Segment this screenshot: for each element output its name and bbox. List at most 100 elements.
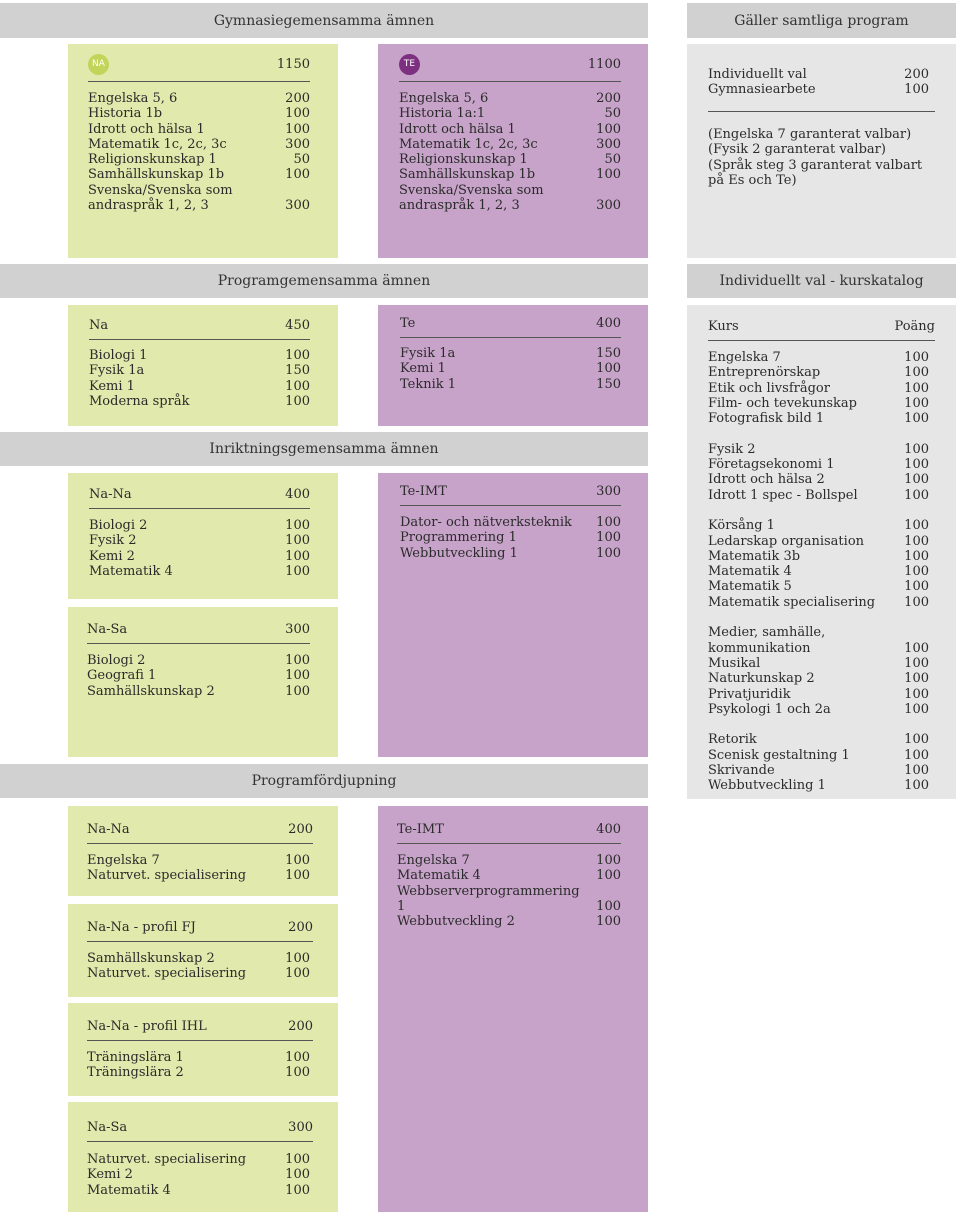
ford-ihl-rows: Träningslära 1 100 Träningslära 2 100: [87, 1050, 310, 1081]
course-row: Träningslära 1 100: [87, 1050, 310, 1065]
course-points: 100: [904, 457, 929, 473]
course-points: 100: [596, 868, 621, 884]
course-name: Körsång 1: [708, 518, 775, 534]
course-points: 100: [285, 167, 310, 183]
course-name: Naturvet. specialisering: [87, 868, 247, 884]
course-points: 100: [285, 853, 310, 868]
course-name: Kemi 1: [89, 378, 135, 394]
course-name: Entreprenörskap: [708, 365, 821, 381]
course-points: 100: [285, 121, 310, 137]
course-points: 100: [285, 1167, 310, 1183]
course-points: 100: [904, 518, 929, 534]
course-points: 100: [285, 966, 310, 982]
prog-na-total: 450: [285, 318, 310, 333]
inr-teimt-title: Te-IMT: [400, 484, 447, 499]
course-row: Fysik 1a 150: [400, 346, 621, 361]
course-name: Kemi 1: [400, 361, 446, 377]
course-name: Engelska 7: [708, 350, 781, 365]
course-row: Programmering 1 100: [400, 530, 621, 545]
course-points: 100: [904, 472, 929, 488]
prog-te-box: Te 400 Fysik 1a 150 Kemi 1 100 Teknik 1 150: [378, 305, 648, 426]
course-name: Musikal: [708, 655, 761, 671]
group-gap: [708, 426, 929, 441]
course-name: Träningslära 2: [87, 1065, 184, 1081]
gym-te-total: 1100: [587, 56, 621, 72]
course-name: Retorik: [708, 732, 757, 748]
course-points: 100: [285, 1050, 310, 1065]
gym-na-total: 1150: [276, 56, 310, 72]
galler-rows: Individuellt val 200 Gymnasiearbete 100: [708, 67, 929, 98]
course-name: kommunikation: [708, 640, 811, 656]
prog-te-rows: Fysik 1a 150 Kemi 1 100 Teknik 1 150: [400, 346, 621, 392]
course-points: 100: [596, 898, 621, 914]
course-name: andraspråk 1, 2, 3: [399, 198, 520, 214]
course-row: Naturvet. specialisering 100: [87, 868, 310, 883]
heading-programgemensamma: Programgemensamma ämnen: [0, 264, 648, 298]
course-name: andraspråk 1, 2, 3: [88, 198, 209, 214]
course-points: 100: [904, 533, 929, 549]
course-row: Kemi 1 100: [89, 379, 310, 394]
ford-nana-box: Na-Na 200 Engelska 7 100 Naturvet. special…: [68, 806, 338, 896]
course-points: 100: [285, 683, 310, 699]
prog-te-header: Te 400: [400, 316, 621, 339]
ford-nana-title: Na-Na: [87, 822, 130, 837]
course-name: Biologi 1: [89, 348, 148, 363]
inr-nana-rows: Biologi 2 100 Fysik 2 100 Kemi 2 100 Matematik…: [89, 518, 310, 579]
ford-teimt-box: Te-IMT 400 Engelska 7 100 Matematik 4 100 We…: [378, 806, 648, 1212]
course-points: 100: [904, 411, 929, 427]
course-points: 100: [285, 1065, 310, 1081]
course-name: Fysik 1a: [89, 363, 145, 379]
course-points: 100: [904, 640, 929, 656]
course-points: 100: [285, 106, 310, 122]
course-row: Fysik 2 100: [708, 442, 929, 457]
course-row: Ledarskap organisation 100: [708, 534, 929, 549]
ford-fj-box: Na-Na - profil FJ 200 Samhällskunskap 2 1…: [68, 904, 338, 997]
course-points: 100: [596, 121, 621, 137]
course-points: 100: [904, 548, 929, 564]
ford-nana-header: Na-Na 200: [87, 822, 313, 845]
course-name: Engelska 5, 6: [399, 91, 489, 106]
gym-te-box: TE 1100 Engelska 5, 6 200 Historia 1a:1 50 I…: [378, 44, 648, 258]
course-name: Engelska 7: [87, 853, 160, 868]
note-line: (Språk steg 3 garanterat valbart: [708, 157, 923, 173]
inr-nana-title: Na-Na: [89, 487, 132, 502]
course-points: 100: [596, 853, 621, 868]
course-name: Idrott 1 spec - Bollspel: [708, 487, 858, 503]
prog-te-total: 400: [596, 316, 621, 331]
note-line: (Engelska 7 garanterat valbar): [708, 127, 912, 142]
course-name: Engelska 7: [397, 853, 470, 868]
course-row: Matematik specialisering 100: [708, 595, 929, 610]
course-name: Idrott och hälsa 1: [88, 121, 205, 137]
course-points: 100: [904, 350, 929, 365]
ford-teimt-header: Te-IMT 400: [397, 822, 621, 845]
course-name: Individuellt val: [708, 67, 807, 82]
heading-galler-samtliga: Gäller samtliga program: [687, 3, 956, 38]
course-row: Biologi 2 100: [87, 653, 310, 668]
course-points: 100: [285, 378, 310, 394]
course-name: Matematik 1c, 2c, 3c: [399, 136, 538, 152]
inr-nana-total: 400: [285, 487, 310, 502]
course-points: 100: [596, 545, 621, 561]
course-name: Film- och tevekunskap: [708, 395, 857, 411]
course-points: 100: [904, 380, 929, 396]
course-name: Webbutveckling 1: [708, 778, 826, 794]
ford-fj-rows: Samhällskunskap 2 100 Naturvet. specialise…: [87, 951, 310, 982]
inr-teimt-box: Te-IMT 300 Dator- och nätverksteknik 100 P…: [378, 473, 648, 757]
ford-ihl-header: Na-Na - profil IHL 200: [87, 1019, 313, 1042]
course-row: Naturvet. specialisering 100: [87, 1152, 310, 1167]
course-row: Scenisk gestaltning 1 100: [708, 748, 929, 763]
group-gap: [708, 503, 929, 518]
note-line: på Es och Te): [708, 172, 797, 188]
course-points: 150: [596, 376, 621, 392]
katalog-rows: Engelska 7 100 Entreprenörskap 100 Etik och …: [708, 350, 929, 794]
course-name: Scenisk gestaltning 1: [708, 747, 850, 763]
course-row: Engelska 7 100: [708, 350, 929, 365]
course-row: Matematik 5 100: [708, 579, 929, 594]
course-row: Naturkunskap 2 100: [708, 671, 929, 686]
course-name: Naturvet. specialisering: [87, 1152, 247, 1167]
course-name: Medier, samhälle,: [708, 625, 826, 641]
course-row: andraspråk 1, 2, 3 300: [88, 198, 310, 213]
course-row: Svenska/Svenska som: [399, 183, 621, 198]
course-name: Gymnasiearbete: [708, 82, 816, 98]
course-points: 100: [285, 1182, 310, 1198]
